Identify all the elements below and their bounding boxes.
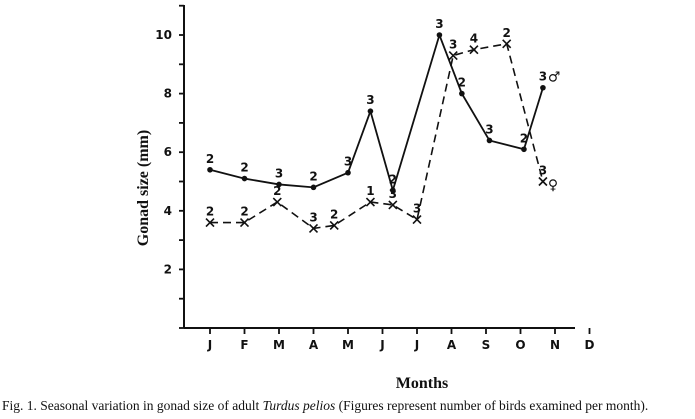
female-data-point <box>538 176 548 187</box>
x-tick-label: M <box>342 338 354 352</box>
female-series: 2 223 21 333 4 23♀ <box>205 26 558 233</box>
female-marker-stroke <box>502 39 512 49</box>
x-tick-label: F <box>240 338 248 352</box>
male-data-point <box>367 108 374 114</box>
female-sample-count-label: 3 <box>389 187 397 201</box>
female-marker-stroke <box>469 45 479 55</box>
male-symbol-label: ♂ <box>548 70 561 86</box>
x-tick-label: A <box>447 338 457 352</box>
female-sample-count-label: 2 <box>503 26 511 40</box>
chart-axes <box>183 5 575 329</box>
male-data-point <box>486 137 493 144</box>
y-tick-label: 6 <box>164 145 172 159</box>
female-data-point <box>272 197 282 207</box>
female-sample-count-label: 1 <box>366 184 374 198</box>
male-data-point <box>207 166 213 173</box>
x-axis-title: Months <box>396 375 448 392</box>
female-sample-count-label: 3 <box>539 164 547 178</box>
y-axis-ticks: 2 4 6 8 10 <box>155 4 184 329</box>
female-sample-count-label: 3 <box>309 210 317 224</box>
female-data-point <box>502 39 512 49</box>
caption-species: Turdus pelios <box>262 398 336 413</box>
x-tick-label: J <box>207 338 212 352</box>
male-sample-count-label: 3 <box>435 17 443 31</box>
y-axis-title: Gonad size (mm) <box>135 130 152 246</box>
x-tick-label: M <box>273 338 285 352</box>
female-symbol-label: ♀ <box>548 178 558 194</box>
caption-suffix: (Figures represent number of birds exami… <box>335 398 649 413</box>
male-sample-count-label: 3 <box>539 70 547 84</box>
female-data-point <box>469 45 479 55</box>
male-sample-count-label: 3 <box>485 122 493 136</box>
male-data-point <box>390 187 396 194</box>
female-data-point <box>239 217 250 228</box>
female-sample-count-label: 3 <box>413 202 421 216</box>
female-marker-stroke <box>412 215 422 225</box>
female-sample-count-label: 3 <box>449 38 457 52</box>
female-marker-stroke <box>329 220 339 231</box>
female-marker-stroke <box>272 197 282 207</box>
male-data-point <box>241 175 248 182</box>
x-tick-label: N <box>550 338 560 352</box>
female-data-point <box>448 50 458 61</box>
female-marker-stroke <box>448 50 458 61</box>
caption-prefix: Fig. 1. Seasonal variation in gonad size… <box>2 398 263 413</box>
female-marker-stroke <box>388 200 398 210</box>
x-tick-label: O <box>515 338 525 352</box>
female-series-line <box>210 42 544 230</box>
male-data-point <box>276 181 282 188</box>
female-sample-count-label: 2 <box>206 205 214 219</box>
male-sample-count-label: 2 <box>309 169 317 183</box>
male-data-point <box>459 90 465 97</box>
female-data-point <box>308 223 319 233</box>
female-sample-count-label: 4 <box>470 32 478 46</box>
female-data-point <box>329 220 339 231</box>
male-sample-count-label: 3 <box>344 155 352 169</box>
female-data-point <box>365 197 375 207</box>
male-data-point <box>310 184 317 191</box>
x-tick-label: D <box>585 338 595 352</box>
male-data-point <box>436 32 443 38</box>
y-tick-label: 4 <box>164 204 172 218</box>
figure-caption: Fig. 1. Seasonal variation in gonad size… <box>2 398 694 414</box>
female-data-point <box>388 200 398 210</box>
male-sample-count-label: 2 <box>458 76 466 90</box>
x-tick-label: J <box>414 338 419 352</box>
female-data-point <box>412 215 422 225</box>
male-series-line <box>209 32 544 194</box>
male-sample-count-label: 2 <box>206 152 214 166</box>
male-sample-count-label: 2 <box>389 172 397 186</box>
x-tick-label: A <box>309 338 319 352</box>
male-sample-count-label: 3 <box>275 166 283 180</box>
y-tick-label: 10 <box>155 28 172 42</box>
y-tick-label: 8 <box>164 87 172 101</box>
male-data-point <box>521 146 527 153</box>
male-sample-count-label: 2 <box>520 131 528 145</box>
female-marker-stroke <box>538 176 548 187</box>
male-data-point <box>345 169 351 176</box>
female-marker-stroke <box>205 217 215 228</box>
female-sample-count-label: 2 <box>273 184 281 198</box>
male-sample-count-label: 3 <box>366 93 374 107</box>
female-sample-count-label: 2 <box>330 207 338 221</box>
female-sample-count-label: 2 <box>240 205 248 219</box>
y-tick-label: 2 <box>164 262 172 276</box>
x-tick-label: J <box>379 338 384 352</box>
gonad-size-chart: 2 4 6 8 10 J F M A M J J A S O N D Gonad size (mm) Mont… <box>135 4 595 392</box>
female-data-point <box>205 217 215 228</box>
female-marker-stroke <box>308 223 319 233</box>
female-marker-stroke <box>239 217 250 228</box>
female-marker-stroke <box>365 197 375 207</box>
x-tick-label: S <box>482 338 491 352</box>
male-data-point <box>540 84 546 91</box>
male-sample-count-label: 2 <box>240 161 248 175</box>
